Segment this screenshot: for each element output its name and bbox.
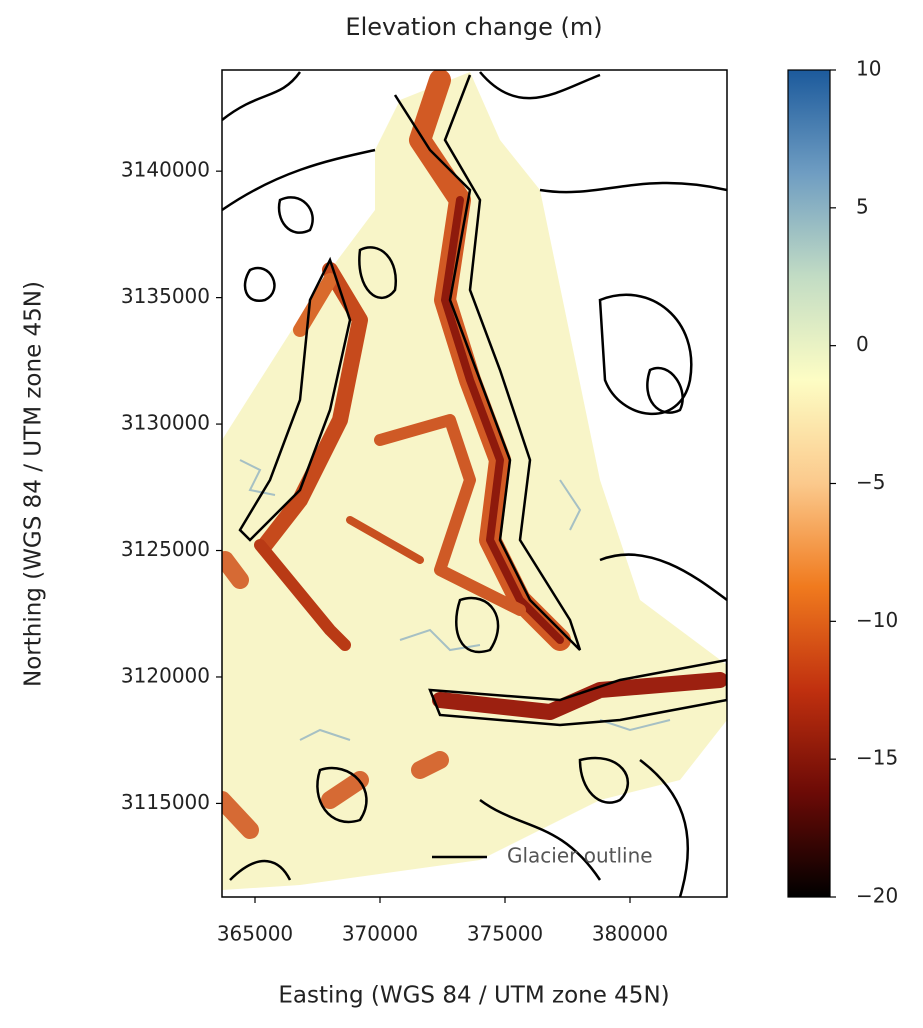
x-tick-label: 375000 bbox=[467, 922, 543, 946]
glacier-outlines bbox=[222, 71, 727, 897]
colorbar-tick-label: −20 bbox=[856, 884, 898, 908]
colorbar-tick-label: −15 bbox=[856, 746, 898, 770]
y-tick-label: 3125000 bbox=[121, 537, 210, 561]
raster bbox=[222, 70, 727, 897]
colorbar-tick-label: 5 bbox=[856, 194, 869, 218]
glacier-tongues bbox=[222, 70, 727, 839]
x-tick-label: 370000 bbox=[342, 922, 418, 946]
y-tick-label: 3140000 bbox=[121, 158, 210, 182]
title: Elevation change (m) bbox=[345, 13, 602, 41]
y-tick-label: 3130000 bbox=[121, 411, 210, 435]
colorbar-tick-label: 10 bbox=[856, 57, 881, 81]
y-tick-label: 3135000 bbox=[121, 284, 210, 308]
x-tick-label: 365000 bbox=[217, 922, 293, 946]
x-tick-label: 380000 bbox=[592, 922, 668, 946]
plot-frame bbox=[221, 69, 728, 898]
y-tick-label: 3115000 bbox=[121, 790, 210, 814]
y-tick-label: 3120000 bbox=[121, 663, 210, 687]
y-axis-label: Northing (WGS 84 / UTM zone 45N) bbox=[21, 281, 47, 687]
colorbar bbox=[787, 69, 831, 898]
colorbar-tick-label: −10 bbox=[856, 608, 898, 632]
colorbar-tick-label: −5 bbox=[856, 470, 885, 494]
x-axis-label: Easting (WGS 84 / UTM zone 45N) bbox=[278, 983, 669, 1009]
colorbar-tick-label: 0 bbox=[856, 332, 869, 356]
legend-label: Glacier outline bbox=[507, 844, 653, 868]
noise bbox=[239, 459, 671, 741]
